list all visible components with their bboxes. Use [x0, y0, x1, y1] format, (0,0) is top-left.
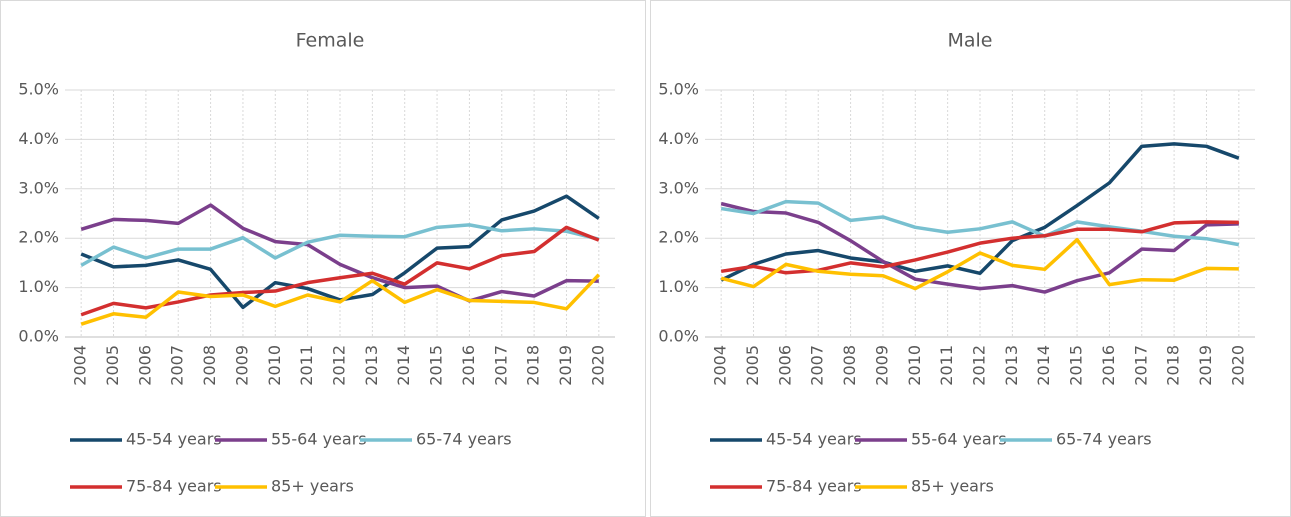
y-tick-label: 4.0%: [658, 129, 699, 148]
x-tick-label: 2008: [840, 345, 859, 386]
x-tick-label: 2009: [232, 345, 251, 386]
x-tick-label: 2016: [459, 345, 478, 386]
series-line: [80, 223, 600, 267]
legend-label: 75-84 years: [126, 477, 222, 496]
x-tick-label: 2012: [970, 345, 989, 386]
legend-label: 65-74 years: [1056, 430, 1152, 449]
chart-title: Male: [947, 30, 992, 52]
x-tick-label: 2016: [1099, 345, 1118, 386]
x-tick-label: 2017: [491, 345, 510, 386]
x-tick-label: 2010: [265, 345, 284, 386]
y-tick-label: 4.0%: [18, 129, 59, 148]
x-tick-label: 2018: [1164, 345, 1183, 386]
x-tick-label: 2019: [1196, 345, 1215, 386]
x-tick-label: 2005: [103, 345, 122, 386]
x-tick-label: 2010: [905, 345, 924, 386]
x-tick-label: 2004: [711, 345, 730, 386]
chart-title: Female: [296, 30, 365, 52]
x-tick-label: 2006: [135, 345, 154, 386]
series-line: [80, 225, 600, 317]
y-tick-label: 1.0%: [18, 277, 59, 296]
x-tick-label: 2017: [1131, 345, 1150, 386]
series-line: [720, 220, 1239, 275]
x-tick-label: 2013: [362, 345, 381, 386]
y-tick-label: 0.0%: [18, 327, 59, 346]
x-tick-label: 2011: [297, 345, 316, 386]
legend-label: 75-84 years: [766, 477, 862, 496]
x-tick-label: 2018: [524, 345, 543, 386]
x-tick-label: 2015: [1067, 345, 1086, 386]
x-tick-label: 2014: [394, 345, 413, 386]
x-tick-label: 2012: [330, 345, 349, 386]
series-line: [720, 142, 1240, 282]
x-tick-label: 2020: [588, 345, 607, 386]
legend-label: 65-74 years: [416, 430, 512, 449]
legend-label: 85+ years: [271, 477, 354, 496]
series-line: [80, 273, 601, 326]
x-tick-label: 2011: [937, 345, 956, 386]
legend-label: 85+ years: [911, 477, 994, 496]
x-tick-label: 2008: [200, 345, 219, 386]
y-tick-label: 0.0%: [658, 327, 699, 346]
y-tick-label: 1.0%: [658, 277, 699, 296]
x-tick-label: 2019: [556, 345, 575, 386]
legend-label: 55-64 years: [911, 430, 1007, 449]
series-line: [720, 237, 1239, 291]
legend-label: 45-54 years: [766, 430, 862, 449]
panel: [0, 0, 646, 517]
y-tick-label: 2.0%: [658, 228, 699, 247]
x-tick-label: 2006: [775, 345, 794, 386]
legend-label: 55-64 years: [271, 430, 367, 449]
x-tick-label: 2014: [1034, 345, 1053, 386]
series-line: [80, 203, 599, 303]
legend-label: 45-54 years: [126, 430, 222, 449]
y-tick-label: 3.0%: [18, 178, 59, 197]
y-tick-label: 3.0%: [658, 178, 699, 197]
series-line: [720, 201, 1239, 294]
x-tick-label: 2007: [168, 345, 187, 386]
x-tick-label: 2013: [1002, 345, 1021, 386]
series-line: [720, 199, 1240, 247]
x-tick-label: 2015: [427, 345, 446, 386]
x-tick-label: 2004: [71, 345, 90, 386]
y-tick-label: 5.0%: [18, 80, 59, 99]
y-tick-label: 2.0%: [18, 228, 59, 247]
x-tick-label: 2007: [808, 345, 827, 386]
x-tick-label: 2009: [872, 345, 891, 386]
y-tick-label: 5.0%: [658, 80, 699, 99]
x-tick-label: 2005: [743, 345, 762, 386]
x-tick-label: 2020: [1228, 345, 1247, 386]
